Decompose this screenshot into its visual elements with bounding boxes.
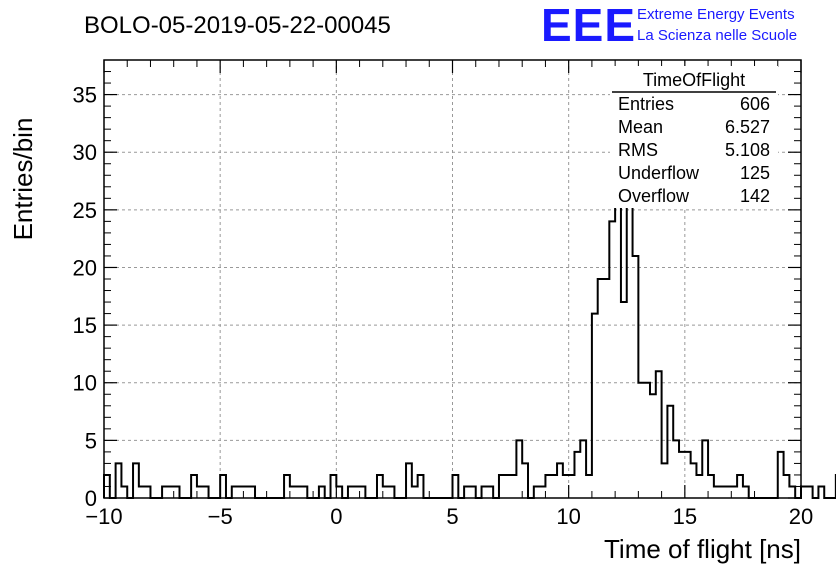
y-axis-title: Entries/bin bbox=[8, 118, 38, 241]
stats-value: 6.527 bbox=[725, 117, 770, 137]
x-axis-title: Time of flight [ns] bbox=[604, 534, 801, 564]
stats-box-background bbox=[610, 66, 778, 208]
y-tick-labels: 0 5 10 15 20 25 30 35 bbox=[73, 83, 97, 511]
grid bbox=[104, 60, 801, 498]
stats-label: Entries bbox=[618, 94, 674, 114]
histogram-bin bbox=[662, 463, 668, 498]
stats-rows: Entries 606 Mean 6.527 RMS 5.108 Underflow 125 O… bbox=[618, 94, 770, 206]
histogram-outline bbox=[103, 82, 836, 499]
stats-label: Overflow bbox=[618, 186, 690, 206]
histogram-bin bbox=[383, 486, 389, 498]
stats-value: 142 bbox=[740, 186, 770, 206]
y-tick-label: 5 bbox=[85, 428, 97, 453]
histogram-bin bbox=[621, 302, 627, 498]
histogram-bin bbox=[168, 486, 174, 498]
x-tick-label: −10 bbox=[85, 504, 122, 529]
histogram-bin bbox=[354, 486, 360, 498]
stats-value: 125 bbox=[740, 163, 770, 183]
stats-box: TimeOfFlight Entries 606 Mean 6.527 RMS 5.108… bbox=[610, 66, 778, 208]
x-tick-label: 15 bbox=[673, 504, 697, 529]
y-tick-label: 30 bbox=[73, 140, 97, 165]
histogram-bin bbox=[731, 486, 737, 498]
logo-line-1: Extreme Energy Events bbox=[637, 6, 795, 23]
stats-value: 606 bbox=[740, 94, 770, 114]
histogram-bin bbox=[290, 486, 296, 498]
stats-label: Mean bbox=[618, 117, 663, 137]
histogram-bin bbox=[551, 475, 557, 498]
x-tick-label: 0 bbox=[330, 504, 342, 529]
histogram-bin bbox=[540, 486, 546, 498]
stats-title: TimeOfFlight bbox=[643, 70, 745, 90]
histogram-bin bbox=[604, 279, 610, 498]
y-tick-label: 20 bbox=[73, 255, 97, 280]
y-tick-label: 25 bbox=[73, 198, 97, 223]
histogram-bin bbox=[650, 394, 656, 498]
histogram-bin bbox=[243, 486, 249, 498]
stats-label: RMS bbox=[618, 140, 658, 160]
histogram-bin bbox=[197, 486, 203, 498]
eee-logo: EEE Extreme Energy Events La Scienza nel… bbox=[541, 0, 797, 51]
axis-ticks bbox=[103, 59, 802, 499]
histogram-bin bbox=[412, 486, 418, 498]
histogram-bin bbox=[679, 452, 685, 498]
logo-line-2: La Scienza nelle Scuole bbox=[637, 27, 797, 44]
histogram bbox=[103, 82, 836, 499]
eee-logo-mark: EEE bbox=[541, 0, 636, 51]
x-tick-label: 5 bbox=[446, 504, 458, 529]
histogram-bin bbox=[725, 486, 731, 498]
x-tick-label: 20 bbox=[789, 504, 813, 529]
histogram-bin bbox=[238, 486, 244, 498]
stats-value: 5.108 bbox=[725, 140, 770, 160]
histogram-bin bbox=[296, 486, 302, 498]
y-tick-label: 0 bbox=[85, 486, 97, 511]
histogram-bin bbox=[696, 475, 702, 498]
y-tick-label: 15 bbox=[73, 313, 97, 338]
histogram-bin bbox=[714, 486, 720, 498]
histogram-bin bbox=[563, 475, 569, 498]
histogram-bin bbox=[139, 486, 145, 498]
histogram-bin bbox=[511, 475, 517, 498]
x-tick-label: 10 bbox=[556, 504, 580, 529]
histogram-bin bbox=[720, 486, 726, 498]
stats-label: Underflow bbox=[618, 163, 700, 183]
y-tick-label: 35 bbox=[73, 83, 97, 108]
x-tick-labels: −10 −5 0 5 10 15 20 bbox=[85, 504, 813, 529]
histogram-bin bbox=[505, 475, 511, 498]
chart-title: BOLO-05-2019-05-22-00045 bbox=[84, 12, 391, 39]
histogram-bin bbox=[569, 475, 575, 498]
x-tick-label: −5 bbox=[208, 504, 233, 529]
histogram-bin bbox=[586, 475, 592, 498]
y-tick-label: 10 bbox=[73, 371, 97, 396]
